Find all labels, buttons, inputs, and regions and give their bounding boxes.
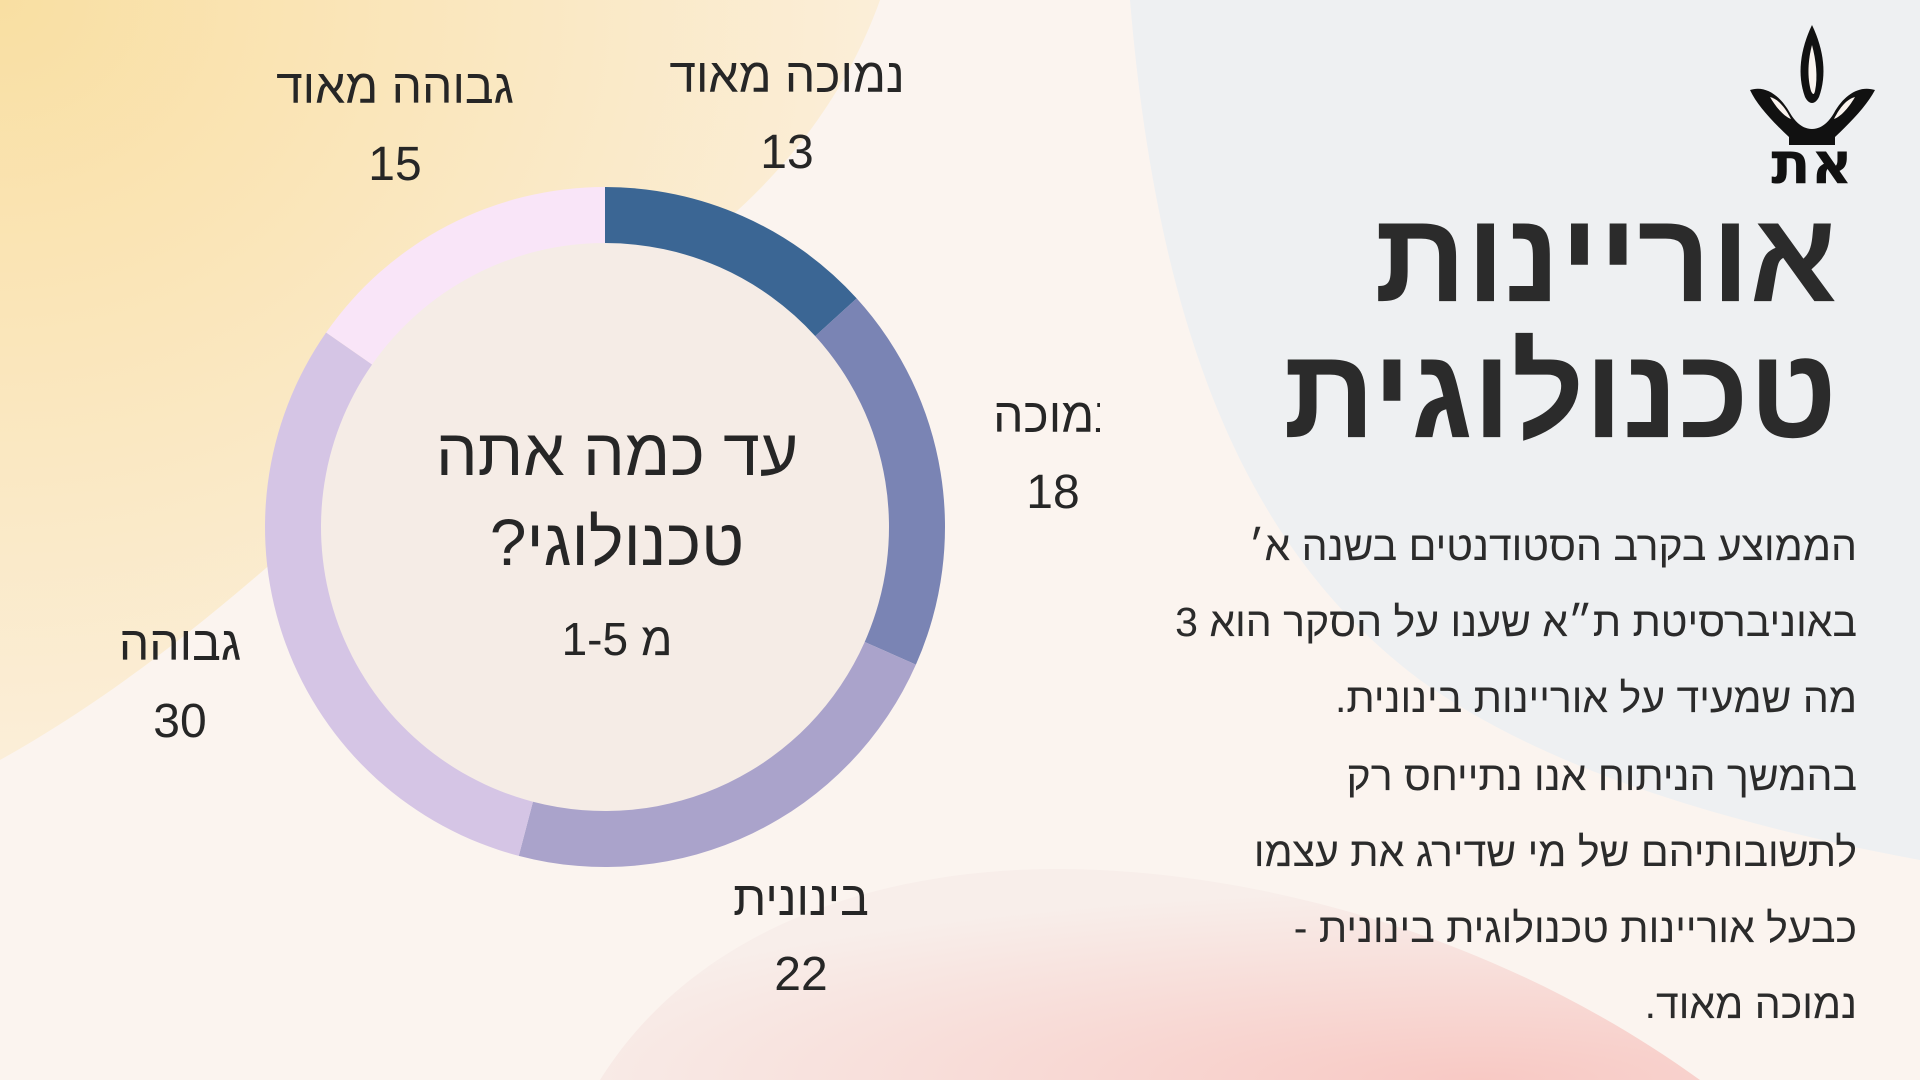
donut-segment <box>815 298 945 665</box>
tau-logo-icon: את <box>1750 25 1875 185</box>
segment-category-label: בינונית <box>733 873 869 926</box>
body-line: לתשובותיהם של מי שדירג את עצמו <box>1253 829 1857 875</box>
segment-value-label: 30 <box>153 695 206 748</box>
segment-category-label: גבוהה מאוד <box>276 61 514 114</box>
body-line: הממוצע בקרב הסטודנטים בשנה א׳ <box>1248 523 1857 569</box>
segment-category-label: נמוכה <box>993 390 1100 443</box>
body-line: מה שמעיד על אוריינות בינונית. <box>1334 675 1857 721</box>
donut-segment <box>264 332 533 856</box>
segment-value-label: 18 <box>1026 466 1079 519</box>
logo-text: את <box>1771 129 1853 185</box>
body-line: בהמשך הניתוח אנו נתייחס רק <box>1346 753 1857 799</box>
body-text: הממוצע בקרב הסטודנטים בשנה א׳ באוניברסיט… <box>977 508 1857 1044</box>
segment-category-label: גבוהה <box>119 618 241 671</box>
body-line: באוניברסיטת ת״א שענו על הסקר הוא 3 <box>1175 599 1857 645</box>
center-scale-note: מ 1-5 <box>562 613 673 665</box>
donut-segment <box>326 187 605 365</box>
donut-segments <box>264 187 945 867</box>
segment-value-label: 13 <box>760 126 813 179</box>
body-paragraph-1: הממוצע בקרב הסטודנטים בשנה א׳ באוניברסיט… <box>977 508 1857 736</box>
segment-value-label: 15 <box>368 138 421 191</box>
segment-value-label: 22 <box>774 948 827 1001</box>
donut-segment <box>605 187 857 337</box>
title-line-2: טכנולוגית <box>1283 322 1837 465</box>
body-line: נמוכה מאוד. <box>1644 981 1857 1027</box>
donut-segment <box>518 641 916 867</box>
segment-category-label: נמוכה מאוד <box>669 50 904 103</box>
center-question-line-2: טכנולוגי? <box>490 505 744 579</box>
background-grey-blob <box>1130 0 1920 860</box>
page-title: אוריינות טכנולוגית <box>1137 190 1837 462</box>
body-line: כבעל אוריינות טכנולוגית בינונית - <box>1293 905 1857 951</box>
body-paragraph-2: בהמשך הניתוח אנו נתייחס רק לתשובותיהם של… <box>977 738 1857 1042</box>
center-question-line-1: עד כמה אתה <box>436 415 798 489</box>
segment-labels: נמוכה מאוד 13 נמוכה 18 בינונית 22 גבוהה 30 גבוהה… <box>119 50 1100 1001</box>
title-line-1: אוריינות <box>1374 186 1837 329</box>
donut-center <box>315 237 895 817</box>
donut-chart: נמוכה מאוד 13 נמוכה 18 בינונית 22 גבוהה 30 גבוהה… <box>119 50 1100 1001</box>
background-pink-blob <box>600 868 1700 1080</box>
